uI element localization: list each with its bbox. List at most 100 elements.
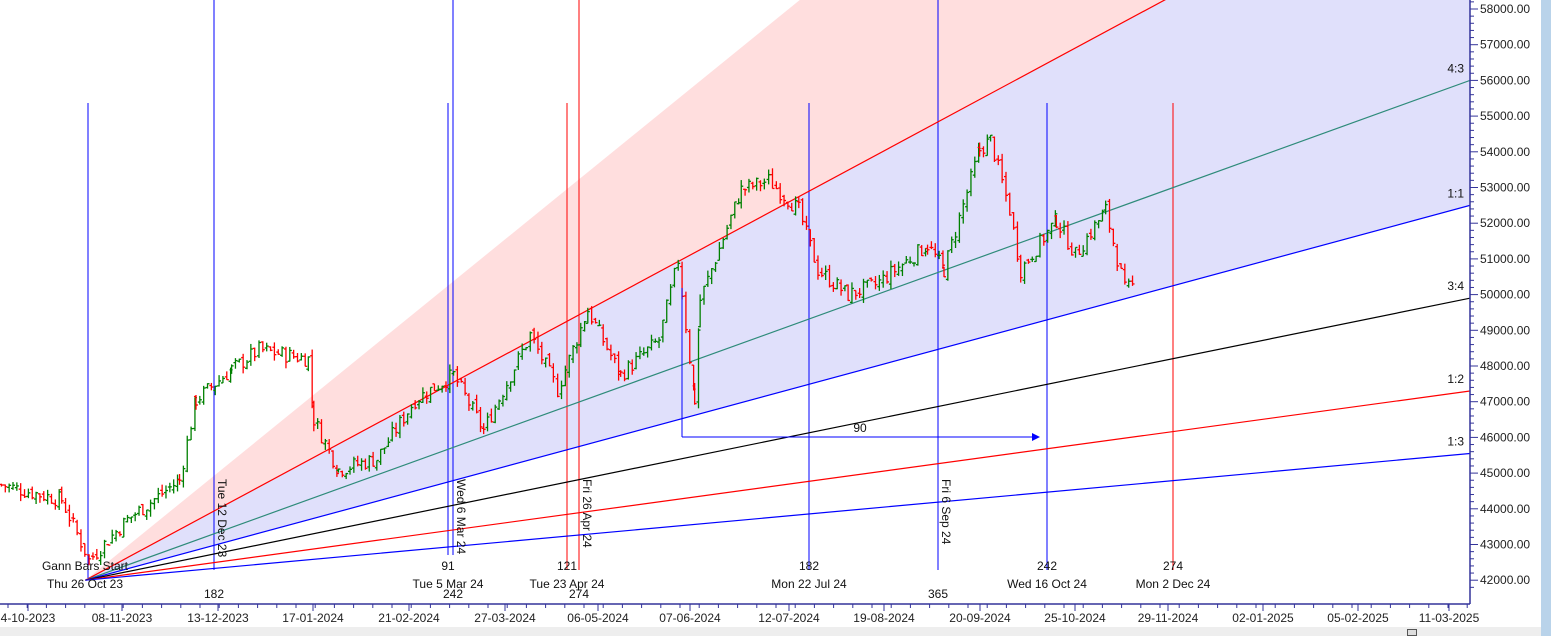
candle <box>919 245 924 257</box>
candle <box>1015 221 1020 262</box>
candle <box>26 488 31 499</box>
candle <box>140 503 145 516</box>
candle <box>351 456 356 473</box>
candle <box>217 375 222 387</box>
candle <box>241 353 246 374</box>
candle <box>516 351 521 370</box>
gann-bar-date: Mon 22 Jul 24 <box>771 577 847 591</box>
candle <box>1037 232 1042 258</box>
candle <box>1077 244 1082 255</box>
candle <box>873 275 878 290</box>
candle <box>846 284 851 302</box>
candle <box>785 201 790 210</box>
candle <box>474 394 479 414</box>
candle <box>87 554 92 566</box>
candle <box>574 342 579 354</box>
candle <box>857 288 862 298</box>
candle <box>626 360 631 380</box>
candle <box>405 413 410 425</box>
candle <box>67 504 72 527</box>
x-tick-label: 08-11-2023 <box>92 611 153 625</box>
gann-fan-line <box>85 204 1470 581</box>
y-tick-label: 56000.00 <box>1480 73 1530 87</box>
candle <box>739 180 744 209</box>
candle <box>478 407 483 433</box>
candle <box>1115 243 1120 272</box>
candle <box>925 244 930 255</box>
candle <box>508 381 513 392</box>
candle <box>156 487 161 504</box>
candle <box>287 346 292 362</box>
candle <box>500 394 505 407</box>
candle <box>394 422 399 437</box>
candle <box>705 270 710 287</box>
candle <box>63 497 68 513</box>
candle <box>789 202 794 212</box>
scroll-thumb[interactable] <box>1407 629 1417 636</box>
gann-start-label: Gann Bars Start <box>42 559 129 573</box>
candle <box>129 516 134 523</box>
candle <box>896 261 901 276</box>
candle <box>49 493 54 504</box>
candle <box>571 345 576 364</box>
candle <box>428 386 433 403</box>
candle <box>1065 221 1070 250</box>
candle <box>1088 228 1093 240</box>
gann-fan-line <box>85 0 1166 581</box>
candle <box>382 447 387 454</box>
candle <box>1100 209 1105 222</box>
candle <box>676 259 681 271</box>
horizontal-scrollbar[interactable] <box>0 627 1541 636</box>
x-tick-label: 07-06-2024 <box>659 611 721 625</box>
candle <box>808 228 813 247</box>
measure-label: 90 <box>853 421 867 435</box>
candle <box>535 331 540 354</box>
fan-zone-lower <box>85 0 1470 581</box>
candle <box>220 375 225 384</box>
candle <box>815 255 820 280</box>
calendar-bar-count: 242 <box>443 587 463 601</box>
candle <box>374 459 379 471</box>
candle <box>725 224 730 240</box>
candle <box>121 517 126 538</box>
candle <box>295 352 300 363</box>
candle <box>750 181 755 190</box>
candle <box>197 395 202 405</box>
candle <box>340 470 345 478</box>
candle <box>965 189 970 212</box>
calendar-bar-count: 365 <box>928 587 948 601</box>
candle <box>45 489 50 505</box>
candle <box>622 369 627 382</box>
vertical-scrollbar[interactable] <box>1541 0 1551 636</box>
candle <box>608 344 613 361</box>
gann-fan-line <box>85 390 1470 581</box>
y-tick-label: 47000.00 <box>1480 395 1530 409</box>
candle <box>1081 245 1086 257</box>
candle <box>746 178 751 193</box>
candle <box>770 168 775 190</box>
candle <box>485 412 490 432</box>
candle <box>10 482 15 490</box>
gann-bar-count: 182 <box>799 559 819 573</box>
candle <box>1011 212 1016 230</box>
calendar-bar-date: Fri 26 Apr 24 <box>580 479 594 548</box>
candle <box>378 448 383 465</box>
candle <box>831 282 836 292</box>
candle <box>493 404 498 424</box>
gann-bar-date: Wed 16 Oct 24 <box>1007 577 1087 591</box>
candle <box>432 383 437 392</box>
candle <box>367 455 372 472</box>
candle <box>94 548 99 560</box>
candle <box>152 497 157 510</box>
candle <box>672 267 677 288</box>
candle <box>698 294 703 328</box>
candle <box>371 451 376 467</box>
candle <box>90 552 95 560</box>
y-tick-label: 44000.00 <box>1480 502 1530 516</box>
candle <box>22 489 27 498</box>
candle <box>618 370 623 377</box>
candle <box>331 450 336 469</box>
candle <box>543 357 548 368</box>
candle <box>1049 222 1054 240</box>
candle <box>578 322 583 348</box>
